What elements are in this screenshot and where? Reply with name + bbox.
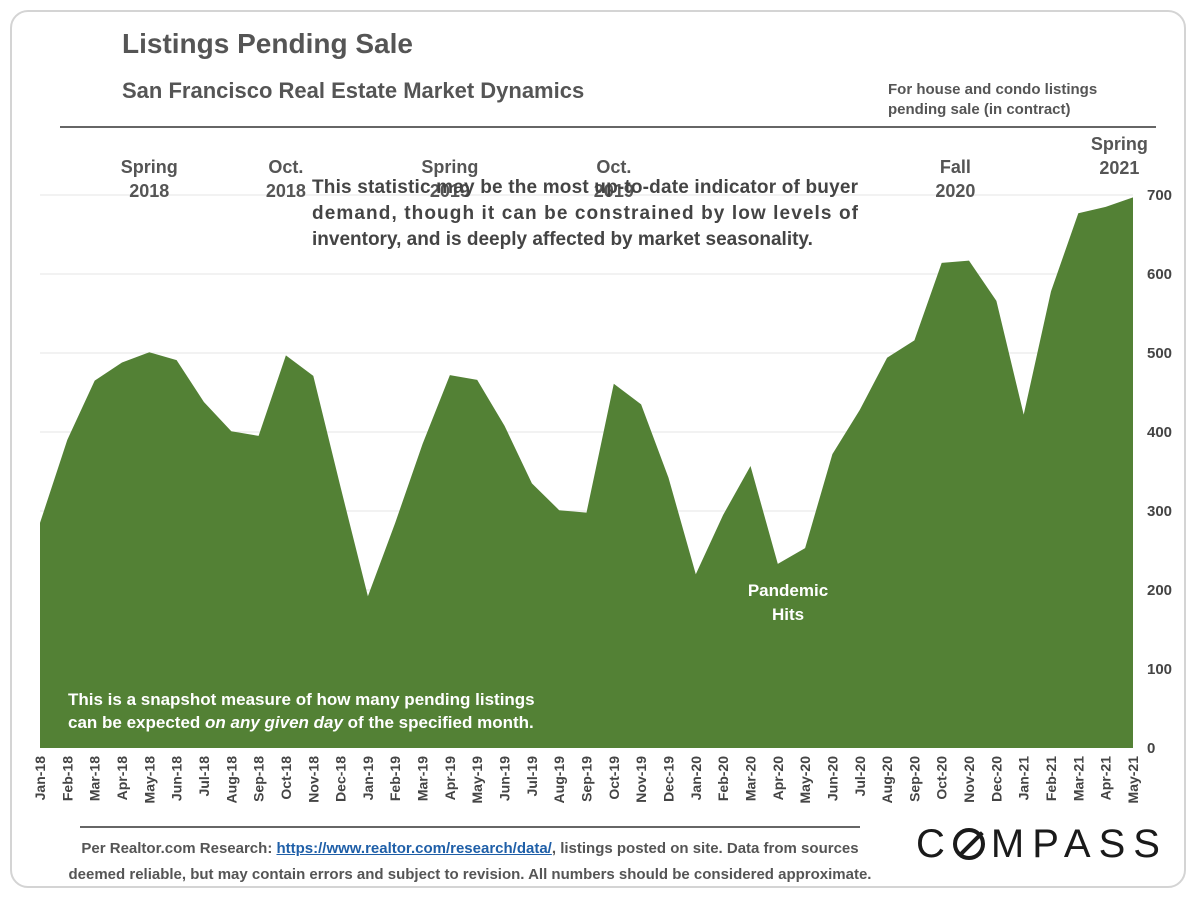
x-tick-label: Apr-20 <box>770 756 786 801</box>
page-subtitle: San Francisco Real Estate Market Dynamic… <box>122 78 585 103</box>
x-tick-label: Jul-19 <box>524 756 540 797</box>
x-tick-label: Aug-19 <box>551 756 567 804</box>
inner-note-line2-a: can be expected <box>68 713 205 732</box>
y-tick-label: 0 <box>1147 740 1155 757</box>
callout-line2: demand, though it can be constrained by … <box>312 203 859 224</box>
x-tick-label: Oct-18 <box>278 756 294 800</box>
footnote-prefix: Per Realtor.com Research: <box>81 840 277 857</box>
x-tick-label: Nov-20 <box>961 756 977 803</box>
callout-line3: inventory, and is deeply affected by mar… <box>312 229 813 250</box>
realtor-research-link[interactable]: https://www.realtor.com/research/data/ <box>276 840 552 857</box>
x-tick-label: Mar-20 <box>742 756 758 801</box>
peak-annotation: Oct. <box>268 157 303 177</box>
x-tick-label: Dec-19 <box>660 756 676 802</box>
pandemic-annotation-line2: Hits <box>772 605 804 624</box>
x-tick-label: Feb-19 <box>387 756 403 801</box>
peak-annotation: 2019 <box>594 181 634 201</box>
pending-listings-area <box>40 197 1133 748</box>
x-tick-label: Apr-19 <box>442 756 458 801</box>
x-tick-label: Mar-19 <box>415 756 431 801</box>
x-tick-label: Jan-20 <box>688 756 704 801</box>
x-tick-label: Jan-18 <box>32 756 48 801</box>
x-tick-label: Apr-21 <box>1098 756 1114 801</box>
x-tick-label: Sep-19 <box>579 756 595 802</box>
x-tick-label: May-20 <box>797 756 813 804</box>
y-tick-label: 200 <box>1147 582 1172 599</box>
x-tick-label: May-21 <box>1125 756 1141 804</box>
peak-annotation: 2019 <box>430 181 470 201</box>
page-title: Listings Pending Sale <box>122 28 413 59</box>
inner-note-line2: can be expected on any given day of the … <box>68 713 534 732</box>
x-tick-label: Apr-18 <box>114 756 130 801</box>
x-tick-label: Oct-20 <box>934 756 950 800</box>
pandemic-annotation: Pandemic Hits <box>748 581 828 624</box>
x-tick-label: May-18 <box>141 756 157 804</box>
peak-annotation: Spring <box>121 157 178 177</box>
footnote-suffix: , listings posted on site. Data from sou… <box>551 840 859 857</box>
x-tick-label: Nov-19 <box>633 756 649 803</box>
chart-annotations: Spring 2018 Oct. 2018 Spring 2019 Oct. 2019 Fall… <box>121 134 1148 201</box>
source-footnote: Per Realtor.com Research: https://www.re… <box>64 836 876 888</box>
x-tick-label: Oct-19 <box>606 756 622 800</box>
x-tick-label: Nov-18 <box>305 756 321 803</box>
x-tick-label: Jan-21 <box>1016 756 1032 801</box>
x-tick-label: Jun-19 <box>497 756 513 801</box>
chart-scope-note-line1: For house and condo listings <box>888 81 1098 98</box>
footnote-line1: Per Realtor.com Research: https://www.re… <box>64 836 876 862</box>
peak-annotation: 2018 <box>129 181 169 201</box>
x-tick-label: Aug-18 <box>223 756 239 804</box>
chart-scope-note: For house and condo listings pending sal… <box>888 80 1097 120</box>
x-tick-label: Mar-21 <box>1070 756 1086 801</box>
peak-annotation: 2018 <box>266 181 306 201</box>
x-tick-label: Sep-20 <box>906 756 922 802</box>
inner-note: This is a snapshot measure of how many p… <box>68 690 535 732</box>
compass-logo: C MPASS <box>916 822 1168 867</box>
peak-annotation: Spring <box>1091 134 1148 154</box>
x-tick-label: Dec-20 <box>988 756 1004 802</box>
x-tick-label: Aug-20 <box>879 756 895 804</box>
inner-note-line2-c: of the specified month. <box>343 713 534 732</box>
y-tick-label: 400 <box>1147 424 1172 441</box>
inner-note-line2-emphasis: on any given day <box>205 713 344 732</box>
x-tick-label: Feb-20 <box>715 756 731 801</box>
y-tick-label: 100 <box>1147 661 1172 678</box>
inner-note-line1: This is a snapshot measure of how many p… <box>68 690 535 709</box>
peak-annotation: Fall <box>940 157 971 177</box>
header-divider <box>60 126 1156 128</box>
y-axis-ticks: 0 100 200 300 400 500 600 700 <box>1147 187 1172 757</box>
x-tick-label: Jun-18 <box>169 756 185 801</box>
x-tick-label: Jul-20 <box>852 756 868 797</box>
peak-annotation: Spring <box>421 157 478 177</box>
chart-callout: This statistic may be the most up-to-dat… <box>312 177 859 250</box>
peak-annotation: 2020 <box>935 181 975 201</box>
x-tick-label: Feb-21 <box>1043 756 1059 801</box>
x-tick-label: May-19 <box>469 756 485 804</box>
y-tick-label: 700 <box>1147 187 1172 204</box>
y-tick-label: 600 <box>1147 266 1172 283</box>
logo-letter-c: C <box>916 822 953 866</box>
x-tick-label: Mar-18 <box>87 756 103 801</box>
callout-line1: This statistic may be the most up-to-dat… <box>312 177 859 198</box>
peak-annotation: Oct. <box>596 157 631 177</box>
x-tick-label: Feb-18 <box>59 756 75 801</box>
footer-divider <box>80 826 860 828</box>
footnote-line2: deemed reliable, but may contain errors … <box>68 866 872 883</box>
y-tick-label: 300 <box>1147 503 1172 520</box>
x-tick-label: Sep-18 <box>251 756 267 802</box>
x-tick-label: Jul-18 <box>196 756 212 797</box>
peak-annotation: 2021 <box>1099 158 1139 178</box>
x-tick-label: Dec-18 <box>333 756 349 802</box>
x-tick-label: Jun-20 <box>824 756 840 801</box>
x-axis-ticks: Jan-18 Feb-18 Mar-18 Apr-18 May-18 Jun-18 Jul-… <box>32 756 1141 804</box>
logo-letters: MPASS <box>990 822 1168 866</box>
chart-scope-note-line2: pending sale (in contract) <box>888 101 1071 118</box>
logo-o-mark <box>952 828 985 860</box>
x-tick-label: Jan-19 <box>360 756 376 801</box>
y-tick-label: 500 <box>1147 345 1172 362</box>
pandemic-annotation-line1: Pandemic <box>748 581 828 600</box>
